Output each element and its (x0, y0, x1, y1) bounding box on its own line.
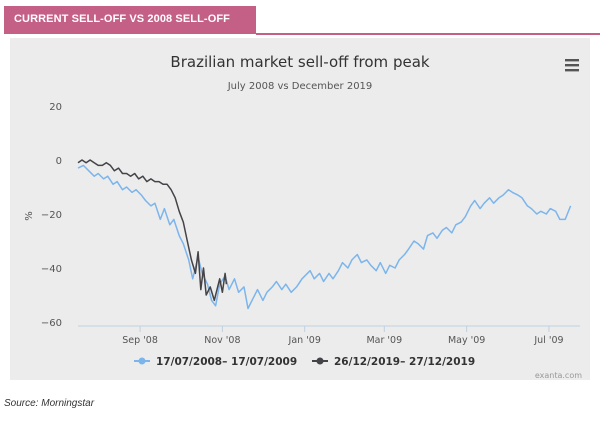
y-tick-label: 0 (56, 156, 62, 167)
x-tick-label: Jan '09 (288, 335, 321, 346)
y-tick-label: −60 (41, 318, 62, 329)
series-line-2[interactable] (77, 159, 228, 302)
y-tick-label: −40 (41, 264, 62, 275)
x-tick-label: May '09 (448, 335, 485, 346)
legend-item-1[interactable]: 17/07/2008– 17/07/2009 (134, 356, 297, 368)
y-axis: 20 0 −20 −40 −60 (41, 102, 62, 329)
section-title: CURRENT SELL-OFF VS 2008 SELL-OFF (14, 13, 230, 25)
legend: 17/07/2008– 17/07/2009 26/12/2019– 27/12/… (134, 356, 475, 368)
hamburger-menu-icon[interactable] (562, 57, 582, 75)
source-note: Source: Morningstar (4, 398, 95, 409)
x-tick-label: Mar '09 (366, 335, 402, 346)
y-tick-label: −20 (41, 210, 62, 221)
y-tick-label: 20 (49, 102, 62, 113)
x-tick-label: Nov '08 (204, 335, 240, 346)
chart: Brazilian market sell-off from peak July… (24, 53, 582, 380)
legend-dot-marker (316, 357, 324, 365)
section-banner: CURRENT SELL-OFF VS 2008 SELL-OFF (4, 6, 256, 34)
plot-area (77, 159, 572, 310)
legend-label: 26/12/2019– 27/12/2019 (334, 356, 475, 368)
legend-item-2[interactable]: 26/12/2019– 27/12/2019 (312, 356, 475, 368)
x-axis: Sep '08 Nov '08 Jan '09 Mar '09 May '09 Jul '… (78, 325, 580, 346)
x-tick-label: Jul '09 (533, 335, 563, 346)
chart-panel: Brazilian market sell-off from peak July… (10, 38, 590, 380)
series-line-1[interactable] (77, 164, 572, 310)
y-axis-label: % (24, 211, 35, 221)
x-tick-label: Sep '08 (122, 335, 158, 346)
chart-subtitle: July 2008 vs December 2019 (227, 81, 373, 92)
credit-text: exanta.com (535, 371, 582, 380)
chart-title: Brazilian market sell-off from peak (170, 53, 429, 71)
legend-label: 17/07/2008– 17/07/2009 (156, 356, 297, 368)
legend-dot-marker (138, 357, 146, 365)
banner-divider (256, 33, 600, 35)
